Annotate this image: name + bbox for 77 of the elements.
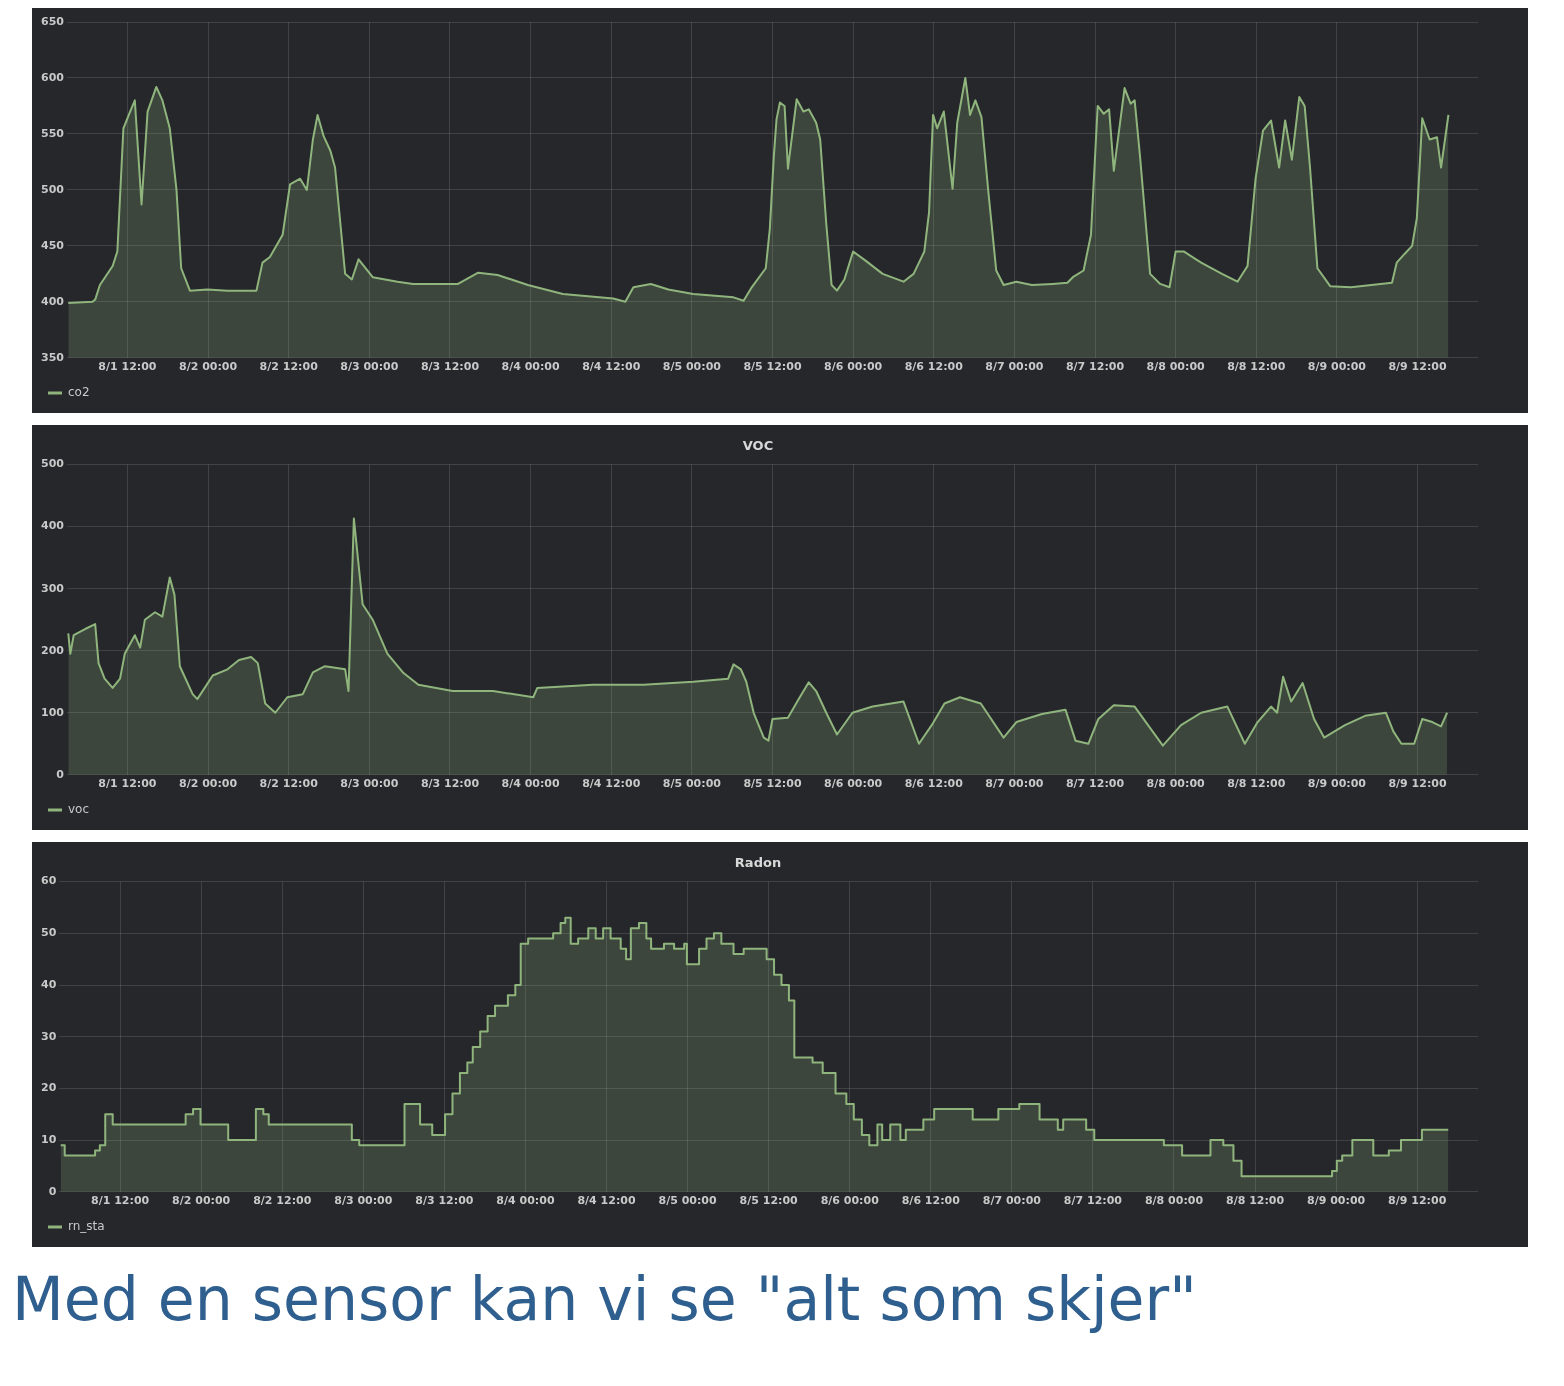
x-tick-label: 8/7 00:00	[985, 360, 1044, 374]
x-tick-label: 8/6 00:00	[820, 1194, 880, 1208]
x-tick-label: 8/6 12:00	[904, 777, 964, 791]
x-tick-label: 8/3 12:00	[420, 360, 480, 374]
y-tick-label: 30	[41, 1029, 57, 1043]
y-tick-label: 550	[40, 126, 65, 140]
x-tick-label: 8/9 12:00	[1388, 1194, 1447, 1208]
x-tick-label: 8/7 00:00	[985, 777, 1044, 791]
text: Med en sensor kan vi se "alt som skjer"	[12, 1263, 1198, 1336]
x-tick-label: 8/6 00:00	[824, 360, 883, 374]
x-tick-label: 8/4 00:00	[501, 777, 561, 791]
y-tick-label: 500	[40, 182, 65, 196]
x-tick-label: 8/8 00:00	[1146, 777, 1206, 791]
y-tick-label: 50	[41, 926, 57, 940]
y-tick-label: 20	[41, 1081, 57, 1095]
y-tick-label: 200	[40, 643, 65, 657]
x-tick-label: 8/3 00:00	[340, 777, 399, 791]
y-tick-label: 350	[40, 350, 65, 364]
y-tick-label: 0	[48, 1184, 57, 1198]
y-tick-label: 60	[41, 874, 57, 888]
y-tick-label: 10	[41, 1132, 57, 1146]
x-tick-label: 8/2 12:00	[259, 360, 319, 374]
x-tick-label: 8/4 00:00	[496, 1194, 555, 1208]
x-tick-label: 8/9 00:00	[1307, 1194, 1366, 1208]
x-tick-label: 8/6 12:00	[901, 1194, 961, 1208]
y-tick-label: 450	[40, 238, 65, 252]
legend-label: co2	[68, 385, 90, 400]
x-tick-label: 8/4 12:00	[582, 360, 641, 374]
y-tick-label: 40	[41, 977, 57, 991]
x-tick-label: 8/5 12:00	[743, 360, 802, 374]
x-tick-label: 8/3 12:00	[420, 777, 480, 791]
y-tick-label: 600	[40, 70, 65, 84]
x-tick-label: 8/4 12:00	[582, 777, 641, 791]
x-tick-label: 8/4 12:00	[577, 1194, 636, 1208]
x-tick-label: 8/8 00:00	[1144, 1194, 1204, 1208]
x-tick-label: 8/9 00:00	[1307, 777, 1367, 791]
y-tick-label: 650	[40, 14, 65, 28]
x-tick-label: 8/2 12:00	[253, 1194, 312, 1208]
x-tick-label: 8/1 12:00	[98, 777, 157, 791]
x-tick-label: 8/8 12:00	[1225, 1194, 1285, 1208]
x-tick-label: 8/2 00:00	[172, 1194, 231, 1208]
x-tick-label: 8/8 00:00	[1146, 360, 1206, 374]
chart-title: VOC	[742, 438, 774, 454]
y-tick-label: 400	[40, 294, 65, 308]
x-tick-label: 8/8 12:00	[1227, 777, 1286, 791]
x-tick-label: 8/8 12:00	[1227, 360, 1286, 374]
legend-label: rn_sta	[68, 1219, 105, 1234]
x-tick-label: 8/5 12:00	[743, 777, 802, 791]
x-tick-label: 8/3 00:00	[334, 1194, 393, 1208]
x-tick-label: 8/3 12:00	[415, 1194, 474, 1208]
x-tick-label: 8/5 00:00	[662, 777, 722, 791]
x-tick-label: 8/7 00:00	[982, 1194, 1042, 1208]
x-tick-label: 8/7 12:00	[1065, 777, 1125, 791]
x-tick-label: 8/7 12:00	[1063, 1194, 1123, 1208]
y-tick-label: 500	[40, 457, 65, 471]
x-tick-label: 8/1 12:00	[98, 360, 157, 374]
x-tick-label: 8/9 12:00	[1388, 360, 1447, 374]
y-tick-label: 300	[40, 581, 65, 595]
x-tick-label: 8/2 12:00	[259, 777, 319, 791]
x-tick-label: 8/2 00:00	[178, 777, 238, 791]
chart-title: Radon	[734, 855, 782, 871]
x-tick-label: 8/4 00:00	[501, 360, 561, 374]
x-tick-label: 8/5 12:00	[739, 1194, 799, 1208]
x-tick-label: 8/1 12:00	[91, 1194, 150, 1208]
y-tick-label: 400	[40, 519, 65, 533]
x-tick-label: 8/9 00:00	[1307, 360, 1367, 374]
x-tick-label: 8/9 12:00	[1388, 777, 1447, 791]
y-tick-label: 0	[56, 767, 65, 781]
legend-label: voc	[68, 802, 90, 817]
x-tick-label: 8/6 12:00	[904, 360, 964, 374]
x-tick-label: 8/6 00:00	[824, 777, 883, 791]
x-tick-label: 8/5 00:00	[662, 360, 722, 374]
y-tick-label: 100	[40, 705, 65, 719]
x-tick-label: 8/7 12:00	[1065, 360, 1125, 374]
x-tick-label: 8/5 00:00	[658, 1194, 718, 1208]
x-tick-label: 8/2 00:00	[178, 360, 238, 374]
x-tick-label: 8/3 00:00	[340, 360, 399, 374]
